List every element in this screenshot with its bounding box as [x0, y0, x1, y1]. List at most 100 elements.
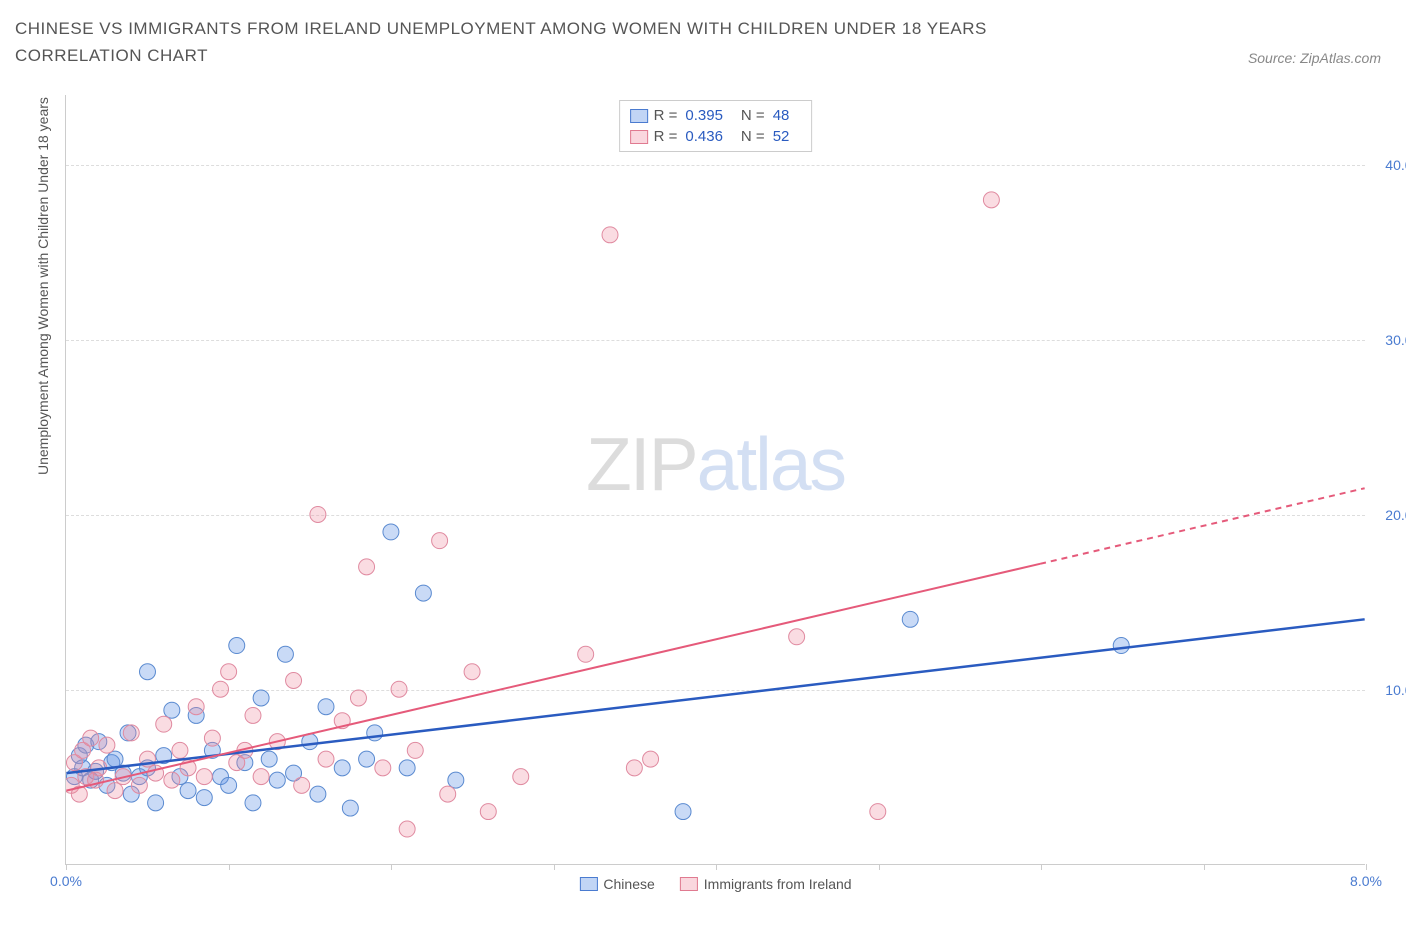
r-value-chinese: 0.395 [685, 107, 723, 124]
scatter-point [123, 725, 139, 741]
x-tick [1366, 864, 1367, 870]
y-axis-label: Unemployment Among Women with Children U… [35, 97, 51, 475]
scatter-point [399, 821, 415, 837]
source-label: Source: ZipAtlas.com [1248, 50, 1381, 66]
scatter-point [391, 681, 407, 697]
x-tick [554, 864, 555, 870]
scatter-point [269, 772, 285, 788]
scatter-point [164, 772, 180, 788]
x-tick [1041, 864, 1042, 870]
scatter-point [221, 664, 237, 680]
scatter-point [367, 725, 383, 741]
scatter-point [253, 769, 269, 785]
scatter-point [277, 646, 293, 662]
scatter-point [902, 611, 918, 627]
n-value-chinese: 48 [773, 107, 790, 124]
scatter-point [213, 681, 229, 697]
scatter-point [870, 804, 886, 820]
scatter-point [318, 751, 334, 767]
scatter-point [204, 730, 220, 746]
scatter-point [131, 777, 147, 793]
scatter-point [253, 690, 269, 706]
scatter-point [318, 699, 334, 715]
legend-series: Chinese Immigrants from Ireland [579, 876, 851, 892]
x-tick [391, 864, 392, 870]
scatter-point [789, 629, 805, 645]
legend-item-chinese: Chinese [579, 876, 654, 892]
scatter-point [407, 742, 423, 758]
scatter-point [432, 533, 448, 549]
scatter-point [99, 737, 115, 753]
scatter-point [221, 777, 237, 793]
chart-title: CHINESE VS IMMIGRANTS FROM IRELAND UNEMP… [15, 15, 1115, 69]
scatter-point [156, 716, 172, 732]
y-tick-label: 20.0% [1370, 507, 1406, 523]
scatter-point [83, 730, 99, 746]
scatter-point [643, 751, 659, 767]
x-tick [229, 864, 230, 870]
scatter-point [148, 795, 164, 811]
legend-stats: R = 0.395 N = 48 R = 0.436 N = 52 [619, 100, 813, 152]
x-tick-label: 8.0% [1350, 873, 1382, 889]
legend-row-chinese: R = 0.395 N = 48 [630, 105, 802, 126]
x-tick [66, 864, 67, 870]
scatter-point [245, 795, 261, 811]
scatter-point [334, 760, 350, 776]
x-tick [879, 864, 880, 870]
scatter-point [448, 772, 464, 788]
scatter-point [229, 638, 245, 654]
scatter-point [342, 800, 358, 816]
x-tick [1204, 864, 1205, 870]
x-tick [716, 864, 717, 870]
scatter-point [383, 524, 399, 540]
plot-svg [66, 95, 1365, 864]
scatter-point [602, 227, 618, 243]
scatter-point [286, 672, 302, 688]
scatter-point [359, 751, 375, 767]
regression-line [66, 564, 1040, 791]
scatter-point [196, 769, 212, 785]
scatter-point [440, 786, 456, 802]
scatter-point [107, 783, 123, 799]
legend-row-ireland: R = 0.436 N = 52 [630, 126, 802, 147]
scatter-point [107, 751, 123, 767]
scatter-point [464, 664, 480, 680]
y-tick-label: 30.0% [1370, 332, 1406, 348]
scatter-point [1113, 638, 1129, 654]
n-value-ireland: 52 [773, 128, 790, 145]
scatter-point [261, 751, 277, 767]
scatter-point [399, 760, 415, 776]
scatter-point [164, 702, 180, 718]
correlation-chart: CHINESE VS IMMIGRANTS FROM IRELAND UNEMP… [15, 15, 1391, 915]
regression-line-dashed [1040, 488, 1365, 564]
swatch-pink-icon [630, 130, 648, 144]
x-tick-label: 0.0% [50, 873, 82, 889]
scatter-point [139, 664, 155, 680]
scatter-point [415, 585, 431, 601]
y-tick-label: 40.0% [1370, 157, 1406, 173]
plot-area: ZIPatlas R = 0.395 N = 48 R = 0.436 N = … [65, 95, 1365, 865]
scatter-point [480, 804, 496, 820]
scatter-point [675, 804, 691, 820]
scatter-point [294, 777, 310, 793]
scatter-point [245, 707, 261, 723]
scatter-point [983, 192, 999, 208]
scatter-point [180, 783, 196, 799]
scatter-point [359, 559, 375, 575]
r-value-ireland: 0.436 [685, 128, 723, 145]
scatter-point [626, 760, 642, 776]
scatter-point [196, 790, 212, 806]
scatter-point [310, 786, 326, 802]
scatter-point [578, 646, 594, 662]
scatter-point [375, 760, 391, 776]
scatter-point [172, 742, 188, 758]
swatch-pink-icon [680, 877, 698, 891]
scatter-point [188, 699, 204, 715]
swatch-blue-icon [579, 877, 597, 891]
scatter-point [350, 690, 366, 706]
scatter-point [310, 506, 326, 522]
swatch-blue-icon [630, 109, 648, 123]
y-tick-label: 10.0% [1370, 682, 1406, 698]
legend-item-ireland: Immigrants from Ireland [680, 876, 852, 892]
scatter-point [513, 769, 529, 785]
